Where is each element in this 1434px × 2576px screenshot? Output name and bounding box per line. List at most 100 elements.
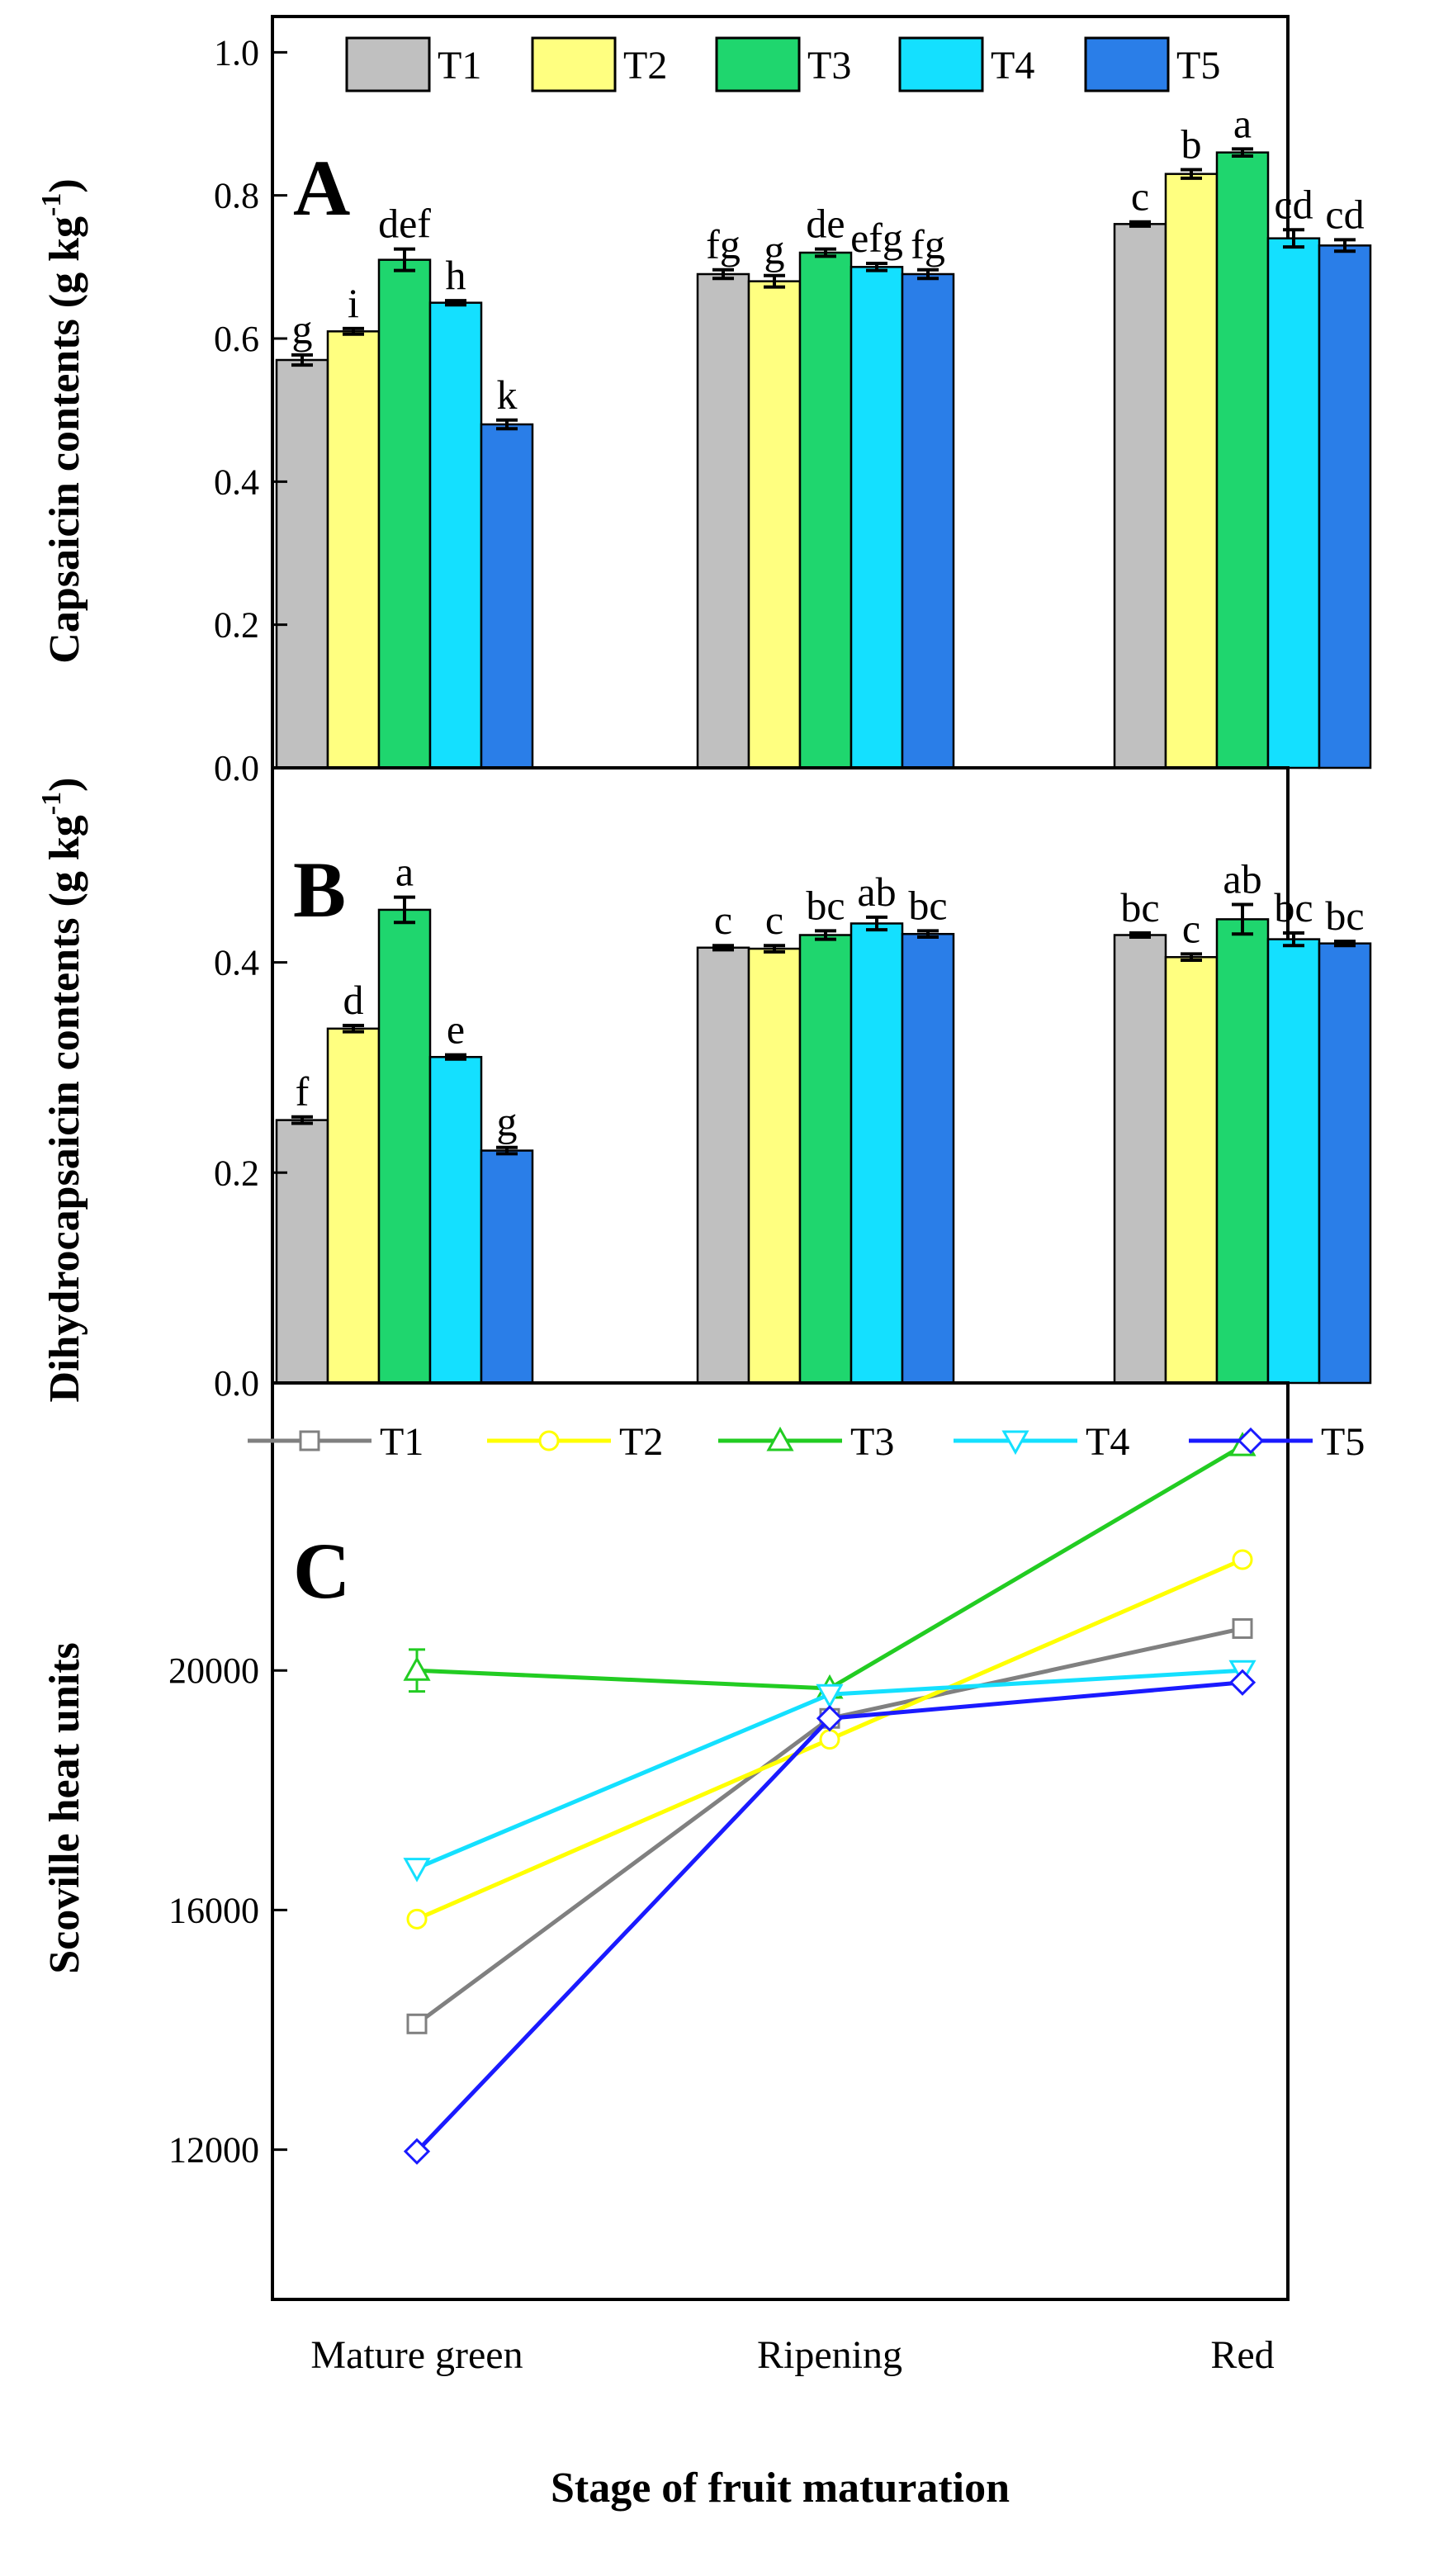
panel-a-errorbar-t3-red bbox=[1232, 147, 1253, 158]
legend-label-t1: T1 bbox=[438, 44, 481, 88]
panel-a-errorbar-t5-red bbox=[1334, 238, 1356, 253]
panel-a-ytick-label: 0.4 bbox=[214, 462, 259, 502]
panel-a-bar-t4-red bbox=[1266, 237, 1321, 769]
panel-b-bar-t5-red bbox=[1318, 942, 1372, 1385]
panel-a-bar-t4-mature-green bbox=[428, 301, 483, 769]
panel-a-significance-t5-red: cd bbox=[1325, 191, 1364, 237]
panel-b-significance-t2-mature-green: d bbox=[343, 977, 364, 1023]
legend-swatch-t1 bbox=[345, 36, 431, 92]
panel-a-errorbar-t3-ripening bbox=[815, 247, 836, 258]
panel-a-ytick-label: 0.2 bbox=[214, 605, 259, 646]
panel-b-bar-t1-red bbox=[1113, 934, 1167, 1385]
panel-b-label: B bbox=[293, 845, 346, 934]
panel-a-significance-t2-ripening: g bbox=[764, 227, 785, 273]
panel-b-bar-t1-ripening bbox=[696, 946, 750, 1385]
legend-marker-t2 bbox=[538, 1430, 560, 1451]
panel-a-errorbar-t4-mature-green bbox=[445, 299, 466, 307]
panel-b-significance-t3-mature-green: a bbox=[395, 849, 414, 895]
panel-a-bar-t5-mature-green bbox=[480, 423, 534, 769]
panel-b-significance-t4-red: bc bbox=[1274, 884, 1313, 930]
panel-b-significance-t2-red: c bbox=[1182, 905, 1200, 951]
legend-label-t3: T3 bbox=[807, 44, 851, 88]
legend-item-t1: T1 bbox=[248, 1420, 424, 1464]
legend-label-t4: T4 bbox=[991, 44, 1034, 88]
panel-b-errorbar-t4-red bbox=[1283, 930, 1304, 948]
panel-b-bar-t4-red bbox=[1266, 938, 1321, 1385]
panel-b-significance-t5-ripening: bc bbox=[908, 882, 947, 928]
legend-item-t2: T2 bbox=[487, 1420, 663, 1464]
panel-a-significance-t4-mature-green: h bbox=[446, 252, 466, 298]
legend-swatch-t2 bbox=[531, 36, 617, 92]
panel-a-bar-t5-red bbox=[1318, 244, 1372, 769]
panel-c-ytick-label: 20000 bbox=[168, 1650, 259, 1691]
panel-a-errorbar-t1-ripening bbox=[712, 268, 734, 281]
panel-a-bar-t3-ripening bbox=[798, 251, 853, 769]
panel-b-bar-t1-mature-green bbox=[275, 1119, 329, 1385]
panel-b-bar-t5-mature-green bbox=[480, 1149, 534, 1385]
panel-a-bar-t2-mature-green bbox=[326, 330, 381, 769]
panel-c-frame bbox=[271, 1381, 1290, 2301]
panel-b-errorbar-t5-ripening bbox=[917, 929, 939, 940]
panel-b-bar-t3-red bbox=[1215, 918, 1270, 1385]
panel-b-bar-t2-ripening bbox=[747, 947, 802, 1385]
panel-c-label: C bbox=[293, 1527, 350, 1615]
panel-a-ytick-label: 0.6 bbox=[214, 319, 259, 359]
panel-b-errorbar-t5-red bbox=[1334, 940, 1356, 948]
panel-b-significance-t5-red: bc bbox=[1325, 893, 1364, 939]
x-axis-title: Stage of fruit maturation bbox=[551, 2465, 1010, 2512]
legend-label-t5: T5 bbox=[1176, 44, 1220, 88]
panel-b-errorbar-t3-red bbox=[1232, 902, 1253, 936]
panel-c-point-t4-ripening bbox=[816, 1683, 844, 1709]
panel-b-bar-t4-mature-green bbox=[428, 1055, 483, 1385]
panel-c-ytick-label: 12000 bbox=[168, 2130, 259, 2171]
panel-a-significance-t3-ripening: de bbox=[806, 201, 845, 247]
panel-b-bar-t2-mature-green bbox=[326, 1027, 381, 1385]
panel-b-ytick-label: 0.2 bbox=[214, 1153, 259, 1193]
panel-a-errorbar-t1-red bbox=[1129, 220, 1151, 228]
panel-c-point-t5-mature-green bbox=[403, 2138, 431, 2165]
panel-c-point-t1-mature-green bbox=[406, 2013, 428, 2034]
panel-a-label: A bbox=[293, 144, 350, 232]
panel-c-point-t2-ripening bbox=[819, 1729, 840, 1750]
panel-b-bar-t3-mature-green bbox=[377, 908, 432, 1385]
legend-label-t2: T2 bbox=[619, 1420, 663, 1464]
panel-a-bar-t2-red bbox=[1164, 173, 1219, 769]
panel-b-bar-t2-red bbox=[1164, 955, 1219, 1385]
panel-c-point-t1-red bbox=[1232, 1617, 1253, 1639]
panel-a-significance-t2-mature-green: i bbox=[348, 280, 359, 326]
panel-b-errorbar-t3-mature-green bbox=[394, 895, 415, 925]
panel-a-errorbar-t2-red bbox=[1181, 168, 1202, 180]
panel-b-bar-t3-ripening bbox=[798, 934, 853, 1385]
legend-swatch-t5 bbox=[1084, 36, 1170, 92]
panel-a-significance-t4-red: cd bbox=[1274, 181, 1313, 227]
legend-item-t5: T5 bbox=[1084, 36, 1220, 92]
panel-a-significance-t5-ripening: fg bbox=[911, 221, 945, 268]
panel-c-ylabel: Scoville heat units bbox=[41, 1642, 88, 1974]
legend-marker-t1 bbox=[299, 1430, 320, 1451]
panel-c-point-t5-ripening bbox=[816, 1705, 844, 1732]
legend-item-t2: T2 bbox=[531, 36, 667, 92]
legend-item-t4: T4 bbox=[954, 1420, 1129, 1464]
legend-swatch-t3 bbox=[715, 36, 801, 92]
panel-a-ytick-label: 1.0 bbox=[214, 32, 259, 73]
panel-a-errorbar-t1-mature-green bbox=[291, 353, 313, 367]
panel-a-bar-t1-ripening bbox=[696, 272, 750, 769]
panel-c-point-t4-mature-green bbox=[403, 1858, 431, 1882]
panel-b-significance-t2-ripening: c bbox=[765, 897, 783, 943]
legend-marker-t5 bbox=[1237, 1427, 1265, 1455]
panel-c-point-t2-mature-green bbox=[406, 1908, 428, 1930]
panel-a-ytick-label: 0.0 bbox=[214, 748, 259, 788]
legend-label-t5: T5 bbox=[1321, 1420, 1365, 1464]
panel-a-bar-t3-red bbox=[1215, 151, 1270, 769]
panel-a-ylabel: Capsaicin contents (g kg-1) bbox=[36, 178, 88, 663]
panel-b-significance-t3-ripening: bc bbox=[806, 882, 845, 928]
panel-a-significance-t2-red: b bbox=[1181, 121, 1202, 167]
legend-label-t2: T2 bbox=[623, 44, 667, 88]
panel-b-ytick-label: 0.4 bbox=[214, 943, 259, 983]
legend-item-t3: T3 bbox=[718, 1420, 894, 1464]
panel-a-errorbar-t5-ripening bbox=[917, 268, 939, 281]
panel-a-bar-t4-ripening bbox=[850, 266, 904, 769]
panel-b-errorbar-t2-red bbox=[1181, 952, 1202, 963]
